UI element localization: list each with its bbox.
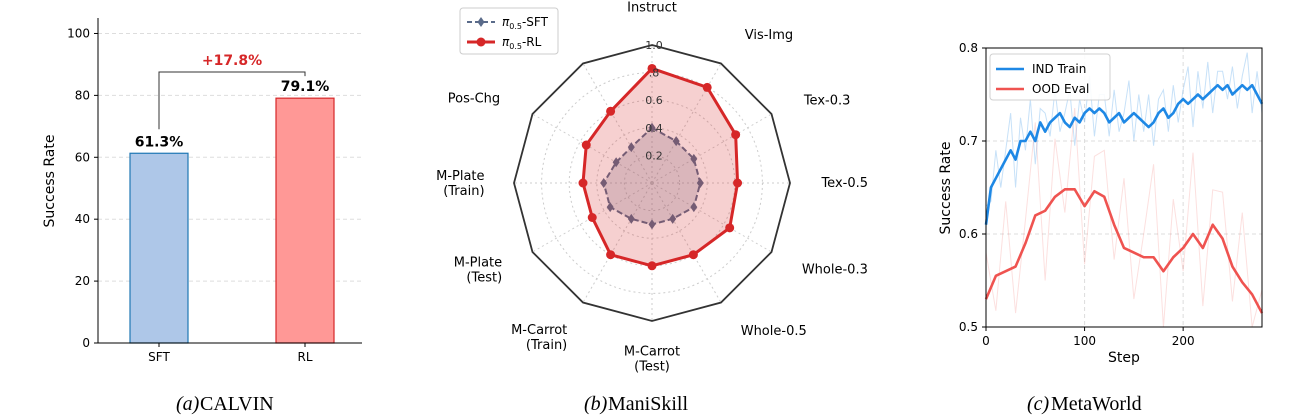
radar-axis-label: Pos-Chg: [448, 91, 500, 106]
rl-point: [702, 82, 712, 92]
legend-marker: [476, 37, 486, 47]
sft-point: [606, 202, 614, 213]
radar-ring: [623, 154, 681, 212]
radar-axis-label: Whole-0.3: [802, 263, 868, 278]
radar-axis-label: M-Plate (Train): [436, 169, 484, 199]
y-axis-label: Success Rate: [42, 135, 58, 228]
bar-value-label: 79.1%: [281, 79, 330, 95]
raw-trace: [985, 107, 1263, 328]
radar-spoke: [582, 182, 653, 303]
bar-value-label: 61.3%: [135, 134, 184, 150]
y-tick-label: 0.6: [959, 227, 978, 241]
y-tick-label: 0: [82, 336, 90, 350]
caption-label: (a): [176, 393, 200, 415]
radar-axis-label: M-Carrot (Train): [511, 323, 567, 353]
radar-spoke: [651, 182, 722, 303]
radial-tick-label: .8: [649, 67, 660, 80]
x-tick-label: 200: [1172, 334, 1195, 348]
rl-point: [647, 261, 657, 271]
y-tick-label: 60: [75, 150, 90, 164]
caption-title: CALVIN: [200, 393, 274, 415]
radial-tick-label: 0.6: [645, 94, 663, 107]
y-tick-label: 40: [75, 212, 90, 226]
radial-tick-label: 0.2: [645, 149, 663, 162]
y-tick-label: 0.8: [959, 41, 978, 55]
rl-point: [606, 250, 616, 260]
sft-point: [627, 213, 635, 224]
x-tick-label: RL: [297, 350, 312, 364]
sft-point: [672, 136, 680, 147]
legend: IND Train OOD Eval: [989, 53, 1111, 101]
y-tick-label: 20: [75, 274, 90, 288]
rl-point: [587, 213, 597, 222]
series-line-ind-train: [984, 83, 1264, 225]
caption-title: ManiSkill: [608, 393, 688, 415]
sft-point: [627, 142, 635, 153]
legend-marker: [477, 17, 485, 27]
radar-spoke: [532, 182, 653, 253]
radar-spoke: [651, 113, 772, 184]
rl-point: [731, 130, 741, 140]
radar-axis-label: M-Carrot (Test): [624, 344, 680, 374]
x-tick-label: 100: [1073, 334, 1096, 348]
radar-spoke: [532, 113, 653, 184]
radar-axis-label: M-Plate (Test): [454, 256, 502, 286]
y-axis-label: Success Rate: [938, 142, 954, 235]
legend-label: OOD Eval: [1032, 82, 1089, 96]
sft-point: [612, 157, 620, 168]
improvement-label: +17.8%: [202, 53, 262, 69]
sft-point: [648, 122, 656, 133]
sft-point: [669, 213, 677, 224]
radar-axis-label: Instruct: [627, 1, 677, 16]
radar-axis-label: Tex-0.3: [803, 93, 851, 108]
radar-axis-label: Vis-Img: [745, 28, 793, 43]
legend: π0.5-SFT π0.5-RL: [459, 7, 559, 55]
rl-point: [647, 63, 657, 73]
caption-title: MetaWorld: [1051, 393, 1142, 415]
radar-axis-label: Tex-0.5: [820, 176, 868, 191]
legend-label: π0.5-RL: [502, 35, 542, 51]
legend-label: π0.5-SFT: [502, 15, 549, 31]
plot-frame: [985, 47, 1263, 328]
series-line-ood-eval: [984, 188, 1264, 314]
radar-axis-label: Whole-0.5: [741, 324, 807, 339]
rl-point: [606, 106, 616, 116]
improvement-bracket: [158, 71, 306, 130]
x-axis-label: Step: [1108, 350, 1140, 366]
sft-point: [600, 178, 608, 188]
radar-frame: [513, 44, 791, 322]
rl-point: [578, 178, 588, 188]
rl-point: [725, 223, 735, 233]
y-tick-label: 80: [75, 88, 90, 102]
rl-point: [581, 140, 591, 150]
sft-point: [690, 153, 698, 164]
caption-label: (c): [1027, 393, 1050, 415]
y-tick-label: 0.5: [959, 320, 978, 334]
radar-spoke: [651, 182, 772, 253]
sft-point: [690, 202, 698, 213]
calvin-bar-chart: 61.3% 79.1% 0 20 40 60 80 100 SFT RL Success Ra…: [42, 18, 362, 415]
sft-point: [696, 178, 704, 188]
x-tick-label: SFT: [148, 350, 170, 364]
legend-label: IND Train: [1032, 62, 1086, 76]
bar-sft: [129, 152, 189, 344]
x-tick-label: 0: [982, 334, 990, 348]
radial-tick-label: 0.4: [645, 122, 663, 135]
radar-spoke: [582, 63, 653, 184]
maniskill-radar-chart: 0.2 0.4 0.6 .8 1.0 Instruct Vis-Img Tex-0.3 Tex…: [436, 1, 868, 415]
rl-point: [733, 178, 743, 188]
caption-label: (b): [584, 393, 608, 415]
radial-tick-label: 1.0: [645, 39, 663, 52]
y-tick-label: 0.7: [959, 134, 978, 148]
y-tick-label: 100: [67, 26, 90, 40]
radar-spoke: [651, 63, 722, 184]
metaworld-line-chart: 0.5 0.6 0.7 0.8 0 100 200 Step Success Rate I…: [938, 41, 1264, 415]
rl-point: [688, 250, 698, 260]
sft-point: [648, 219, 656, 230]
bar-rl: [275, 97, 335, 344]
